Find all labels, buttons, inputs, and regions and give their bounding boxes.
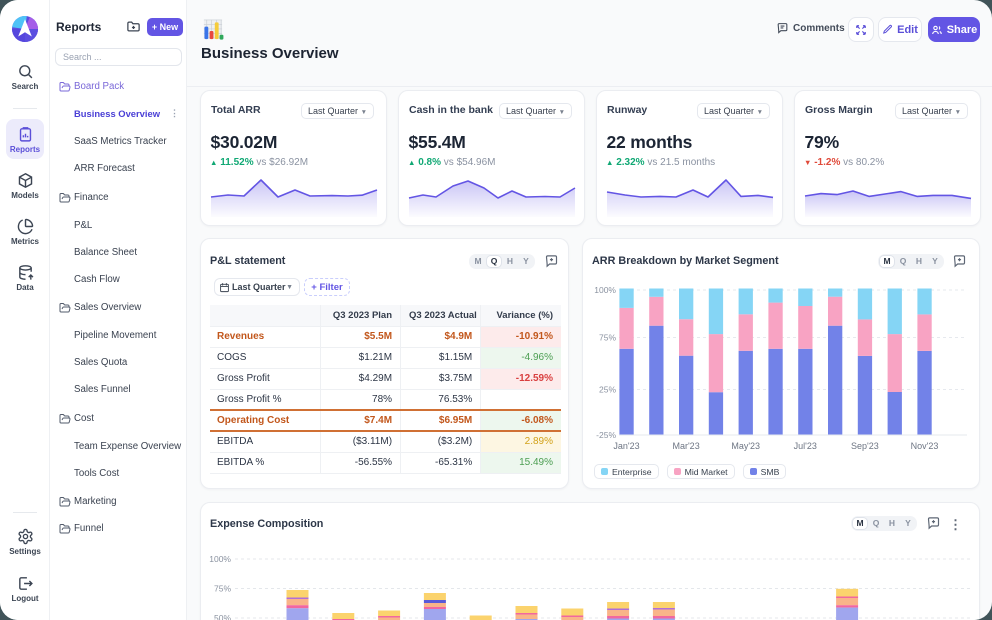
svg-text:100%: 100%	[594, 285, 616, 295]
svg-text:50%: 50%	[214, 613, 231, 620]
svg-text:Sep'23: Sep'23	[851, 441, 879, 451]
svg-text:Jul'23: Jul'23	[794, 441, 817, 451]
svg-text:25%: 25%	[599, 385, 616, 395]
svg-text:100%: 100%	[209, 554, 231, 564]
svg-text:Nov'23: Nov'23	[911, 441, 939, 451]
svg-text:-25%: -25%	[596, 430, 616, 440]
svg-text:Mar'23: Mar'23	[672, 441, 699, 451]
svg-text:75%: 75%	[214, 584, 231, 594]
svg-text:May'23: May'23	[731, 441, 760, 451]
svg-text:Jan'23: Jan'23	[613, 441, 639, 451]
svg-text:75%: 75%	[599, 333, 616, 343]
